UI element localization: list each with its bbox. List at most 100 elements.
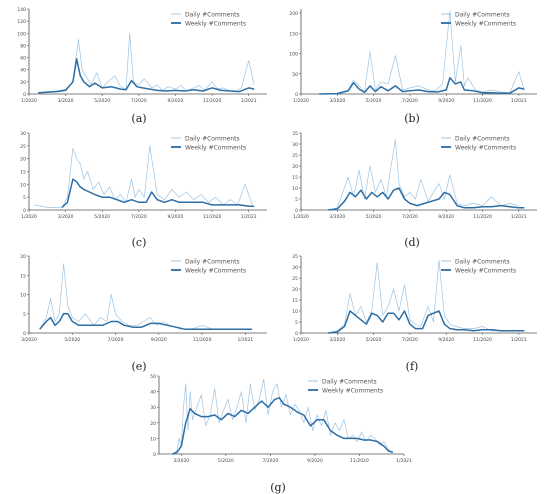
- x-tick-label: 1/2021: [511, 337, 527, 343]
- y-tick-label: 5: [295, 320, 298, 326]
- caption-a: (a): [131, 112, 147, 125]
- y-tick-label: 0: [295, 92, 298, 98]
- daily-series-line: [319, 10, 525, 95]
- x-tick-label: 1/2020: [293, 214, 309, 220]
- y-tick-label: 0: [23, 208, 26, 214]
- y-tick-label: 30: [20, 131, 26, 137]
- legend-daily-label: Daily #Comments: [185, 12, 240, 19]
- x-tick-label: 11/2020: [203, 98, 222, 104]
- y-tick-label: 10: [292, 186, 298, 192]
- x-tick-label: 1/2020: [21, 214, 37, 220]
- y-tick-label: 25: [20, 144, 26, 150]
- daily-series-line: [172, 378, 394, 455]
- y-tick-label: 20: [20, 254, 26, 260]
- x-tick-label: 9/2020: [438, 337, 454, 343]
- x-tick-label: 9/2020: [438, 98, 454, 104]
- y-tick-label: 15: [292, 175, 298, 181]
- x-tick-label: 5/2020: [366, 337, 382, 343]
- legend-weekly-label: Weekly #Comments: [185, 268, 246, 275]
- y-tick-label: 20: [20, 80, 26, 86]
- x-tick-label: 11/2020: [473, 214, 492, 220]
- chart-panel-e: 0 5 10 15 20 3/2020 5/2020 7/2020 9/2020 11/2020 1…: [20, 254, 267, 343]
- x-tick-label: 1/2021: [241, 98, 257, 104]
- weekly-series-line: [61, 178, 255, 208]
- y-tick-label: 20: [292, 287, 298, 293]
- chart-panel-f: 0 5 10 15 20 25 30 35 1/2020 3/2020 5/2020 7/2020 9/…: [292, 254, 537, 343]
- y-tick-label: 20: [150, 421, 156, 427]
- daily-series-line: [34, 145, 253, 208]
- x-tick-label: 11/2020: [473, 337, 492, 343]
- legend-weekly-label: Weekly #Comments: [455, 145, 516, 152]
- x-tick-label: 7/2020: [402, 214, 418, 220]
- y-tick-label: 30: [150, 405, 156, 411]
- y-tick-label: 150: [289, 31, 298, 37]
- x-tick-label: 11/2020: [350, 458, 369, 464]
- legend-daily-label: Daily #Comments: [455, 259, 510, 266]
- y-tick-label: 10: [150, 436, 156, 442]
- legend-weekly-label: Weekly #Comments: [455, 268, 516, 275]
- x-tick-label: 7/2020: [131, 214, 147, 220]
- y-tick-label: 20: [292, 164, 298, 170]
- chart-panel-g: 0 10 20 30 40 50 3/2020 5/2020 7/2020 9/2020 11/20…: [150, 374, 412, 464]
- chart-panel-c: 0 5 10 15 20 25 30 1/2020 3/2020 5/2020 7/2020 9/20…: [20, 131, 267, 220]
- x-tick-label: 11/2020: [473, 98, 492, 104]
- caption-c: (c): [131, 236, 147, 249]
- x-tick-label: 1/2021: [511, 98, 527, 104]
- x-tick-label: 9/2020: [307, 458, 323, 464]
- y-tick-label: 15: [292, 298, 298, 304]
- legend-weekly-label: Weekly #Comments: [185, 145, 246, 152]
- legend-weekly-label: Weekly #Comments: [455, 21, 516, 28]
- y-tick-label: 10: [20, 293, 26, 299]
- y-tick-label: 0: [23, 331, 26, 337]
- y-tick-label: 35: [292, 131, 298, 137]
- y-tick-label: 50: [292, 72, 298, 78]
- y-tick-label: 100: [289, 52, 298, 58]
- caption-e: (e): [131, 360, 147, 373]
- x-tick-label: 3/2020: [329, 214, 345, 220]
- y-tick-label: 200: [289, 11, 298, 17]
- x-tick-label: 11/2020: [203, 214, 222, 220]
- x-tick-label: 5/2020: [218, 458, 234, 464]
- y-tick-label: 15: [20, 273, 26, 279]
- y-tick-label: 20: [20, 157, 26, 163]
- y-tick-label: 30: [292, 142, 298, 148]
- legend-daily-label: Daily #Comments: [185, 259, 240, 266]
- x-tick-label: 1/2021: [237, 337, 253, 343]
- y-tick-label: 25: [292, 276, 298, 282]
- daily-series-line: [328, 260, 519, 334]
- x-tick-label: 1/2021: [511, 214, 527, 220]
- x-tick-label: 7/2020: [131, 98, 147, 104]
- x-tick-label: 9/2020: [151, 337, 167, 343]
- x-tick-label: 1/2021: [396, 458, 412, 464]
- y-tick-label: 60: [20, 56, 26, 62]
- chart-panel-a: 0 20 40 60 80 100 120 140 1/2020 3/2020 5/2020 7/20…: [17, 7, 267, 104]
- daily-series-line: [328, 139, 519, 211]
- weekly-series-line: [172, 397, 394, 455]
- y-tick-label: 15: [20, 170, 26, 176]
- y-tick-label: 50: [150, 374, 156, 380]
- y-tick-label: 5: [295, 197, 298, 203]
- y-tick-label: 40: [150, 390, 156, 396]
- x-tick-label: 3/2020: [58, 98, 74, 104]
- x-tick-label: 3/2020: [173, 458, 189, 464]
- weekly-series-line: [39, 313, 252, 330]
- y-tick-label: 0: [23, 92, 26, 98]
- x-tick-label: 5/2020: [94, 98, 110, 104]
- x-tick-label: 1/2020: [21, 98, 37, 104]
- y-tick-label: 10: [20, 182, 26, 188]
- x-tick-label: 11/2020: [193, 337, 212, 343]
- x-tick-label: 1/2021: [241, 214, 257, 220]
- weekly-series-line: [328, 187, 525, 211]
- y-tick-label: 25: [292, 153, 298, 159]
- y-tick-label: 80: [20, 43, 26, 49]
- weekly-series-line: [328, 310, 525, 334]
- x-tick-label: 9/2020: [168, 98, 184, 104]
- legend-daily-label: Daily #Comments: [185, 136, 240, 143]
- legend-weekly-label: Weekly #Comments: [322, 388, 383, 395]
- x-tick-label: 3/2020: [21, 337, 37, 343]
- weekly-series-line: [38, 58, 255, 94]
- x-tick-label: 3/2020: [58, 214, 74, 220]
- y-tick-label: 0: [295, 331, 298, 337]
- x-tick-label: 9/2020: [168, 214, 184, 220]
